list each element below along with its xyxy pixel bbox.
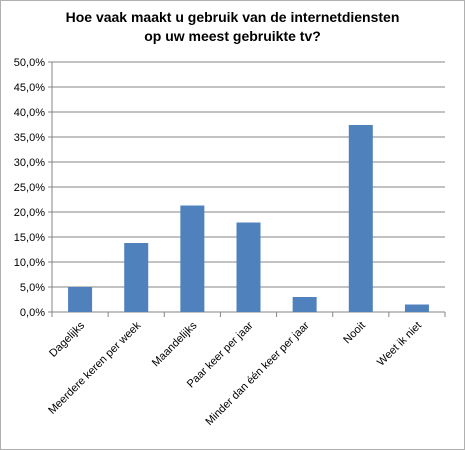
bars xyxy=(68,125,429,312)
x-tick-label: Dagelijks xyxy=(47,319,87,359)
y-tick-label: 10,0% xyxy=(14,257,45,269)
x-tick-label: Maandelijks xyxy=(150,319,200,369)
y-tick-label: 15,0% xyxy=(14,232,45,244)
y-tick-labels: 0,0% 5,0% 10,0% 15,0% 20,0% 25,0% 30,0% 35,0% 40… xyxy=(14,57,45,319)
chart-title-line-1: Hoe vaak maakt u gebruik van de internet… xyxy=(65,9,400,25)
bar xyxy=(236,222,261,312)
x-tick-label: Minder dan één keer per jaar xyxy=(203,319,312,428)
bar xyxy=(180,205,205,312)
y-tick-label: 0,0% xyxy=(20,307,45,319)
bar xyxy=(292,297,317,312)
chart-title: Hoe vaak maakt u gebruik van de internet… xyxy=(0,8,465,46)
chart-title-line-2: op uw meest gebruikte tv? xyxy=(144,28,321,44)
x-tick-label: Nooit xyxy=(341,320,368,347)
bar xyxy=(124,243,149,312)
y-tick-label: 5,0% xyxy=(20,282,45,294)
y-tick-label: 40,0% xyxy=(14,107,45,119)
y-tick-label: 20,0% xyxy=(14,207,45,219)
y-tick-label: 25,0% xyxy=(14,182,45,194)
y-tick-label: 50,0% xyxy=(14,57,45,69)
bar xyxy=(68,287,93,312)
y-tick-label: 30,0% xyxy=(14,157,45,169)
bar xyxy=(404,304,429,312)
x-tick-label: Weet ik niet xyxy=(375,320,424,369)
y-tick-label: 45,0% xyxy=(14,82,45,94)
x-tick-label: Meerdere keren per week xyxy=(46,319,143,416)
y-tick-label: 35,0% xyxy=(14,132,45,144)
bar xyxy=(348,125,373,312)
